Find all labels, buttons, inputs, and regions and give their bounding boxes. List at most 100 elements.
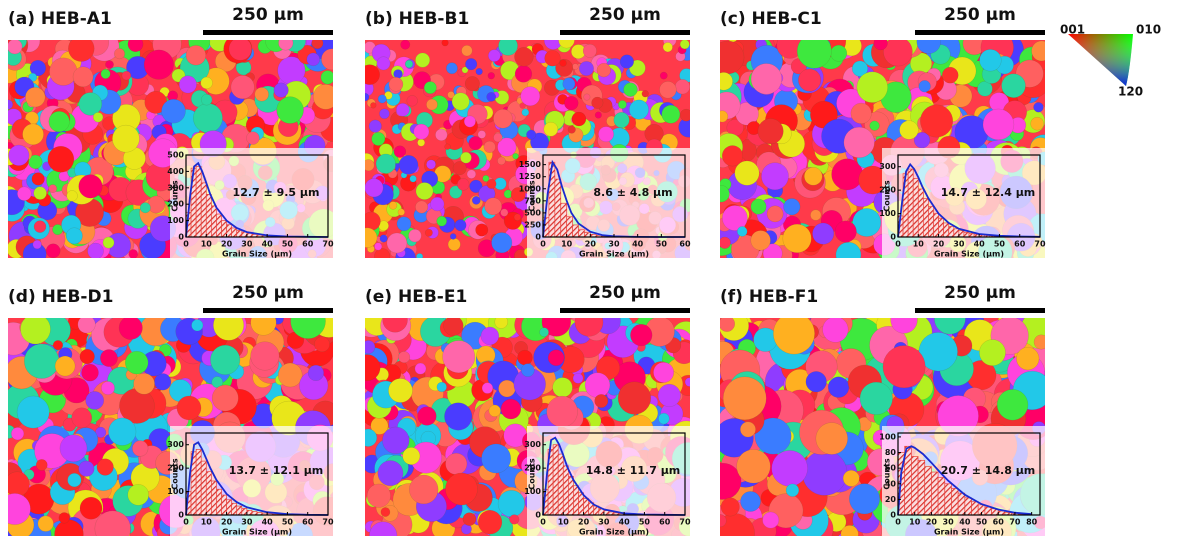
grain (463, 513, 476, 526)
y-tick-label: 0 (178, 233, 184, 242)
x-tick-label: 40 (632, 240, 644, 249)
bar (196, 449, 201, 515)
grain (68, 36, 94, 62)
scale-bar (915, 30, 1045, 35)
grain (186, 45, 206, 65)
grain (658, 384, 681, 407)
grain (483, 175, 489, 181)
grain (544, 122, 558, 136)
grain (823, 317, 849, 343)
grain (380, 235, 387, 242)
annotation: 20.7 ± 14.8 μm (941, 464, 1036, 477)
grain (134, 373, 155, 394)
grain (213, 310, 243, 340)
scale-bar-label: 250 μm (944, 5, 1016, 25)
bar (242, 508, 247, 515)
grain (488, 50, 500, 62)
grain (255, 87, 269, 101)
grain (114, 48, 125, 59)
x-tick-label: 60 (1014, 240, 1026, 249)
bar (584, 233, 590, 237)
grain (816, 423, 848, 455)
bar (553, 445, 558, 515)
x-tick-label: 10 (561, 240, 573, 249)
grain (387, 233, 407, 253)
grain (95, 511, 131, 547)
x-tick-label: 50 (994, 240, 1006, 249)
x-tick-label: 0 (183, 518, 189, 527)
grain (193, 103, 222, 132)
grain (119, 316, 142, 339)
grain (38, 516, 54, 532)
annotation: 12.7 ± 9.5 μm (233, 186, 320, 199)
scale-bar (560, 308, 690, 313)
panel-label: (e) HEB-E1 (365, 287, 467, 307)
y-tick-label: 20 (885, 495, 897, 504)
grain (398, 351, 410, 363)
bar (206, 472, 211, 515)
scale-bar (203, 308, 333, 313)
y-axis-label: Counts (528, 180, 537, 212)
bar (232, 228, 237, 237)
grain (860, 382, 893, 415)
grain (362, 212, 381, 231)
grain (719, 316, 735, 332)
panel: (b) HEB-B1250 μm010203040506002505007501… (357, 5, 698, 268)
x-tick-label: 40 (262, 240, 274, 249)
x-tick-label: 60 (993, 518, 1005, 527)
grain (17, 396, 49, 428)
grain (417, 139, 424, 146)
x-tick-label: 10 (201, 240, 213, 249)
grain (408, 229, 421, 242)
grain (514, 214, 521, 221)
grain (132, 441, 148, 457)
y-axis-label: Counts (883, 180, 892, 212)
grain (66, 228, 82, 244)
grain (365, 179, 384, 198)
grain (514, 47, 533, 66)
bar (247, 510, 252, 515)
grain (177, 396, 201, 420)
scale-bar-label: 250 μm (232, 5, 304, 25)
y-tick-label: 250 (524, 220, 541, 229)
grain (278, 363, 302, 387)
grain (425, 229, 432, 236)
y-tick-label: 80 (885, 448, 897, 457)
grain (435, 129, 447, 141)
grain (55, 356, 75, 376)
x-tick-label: 20 (933, 240, 945, 249)
bar (201, 183, 206, 237)
x-tick-label: 30 (943, 518, 955, 527)
grain (545, 50, 561, 66)
grain (312, 37, 323, 48)
grain (231, 75, 254, 98)
bar (237, 230, 242, 237)
grain (478, 131, 486, 139)
grain (246, 132, 259, 145)
x-tick-label: 60 (302, 518, 314, 527)
grain (900, 121, 919, 140)
grain (378, 461, 403, 486)
x-tick-label: 30 (241, 240, 253, 249)
grain (548, 350, 564, 366)
bar (918, 189, 923, 237)
grain (597, 63, 611, 77)
x-tick-label: 0 (895, 518, 901, 527)
grain (24, 344, 59, 379)
grain (1034, 335, 1049, 350)
grain (498, 36, 517, 55)
grain (307, 53, 320, 66)
grain (372, 132, 385, 145)
grain (407, 95, 418, 106)
grain (389, 202, 397, 210)
annotation: 14.7 ± 12.4 μm (941, 186, 1036, 199)
grain (229, 37, 252, 60)
grain (653, 362, 673, 382)
grain (450, 233, 456, 239)
grain (501, 209, 509, 217)
grain (630, 324, 652, 346)
grain (721, 498, 739, 516)
bar (584, 499, 589, 515)
grain (379, 109, 389, 119)
x-axis-label: Grain Size (μm) (579, 250, 649, 259)
